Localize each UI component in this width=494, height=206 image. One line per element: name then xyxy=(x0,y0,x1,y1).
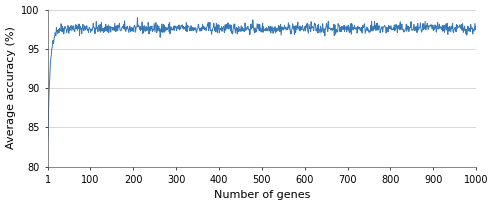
Y-axis label: Average accuracy (%): Average accuracy (%) xyxy=(5,27,15,150)
X-axis label: Number of genes: Number of genes xyxy=(214,190,310,200)
